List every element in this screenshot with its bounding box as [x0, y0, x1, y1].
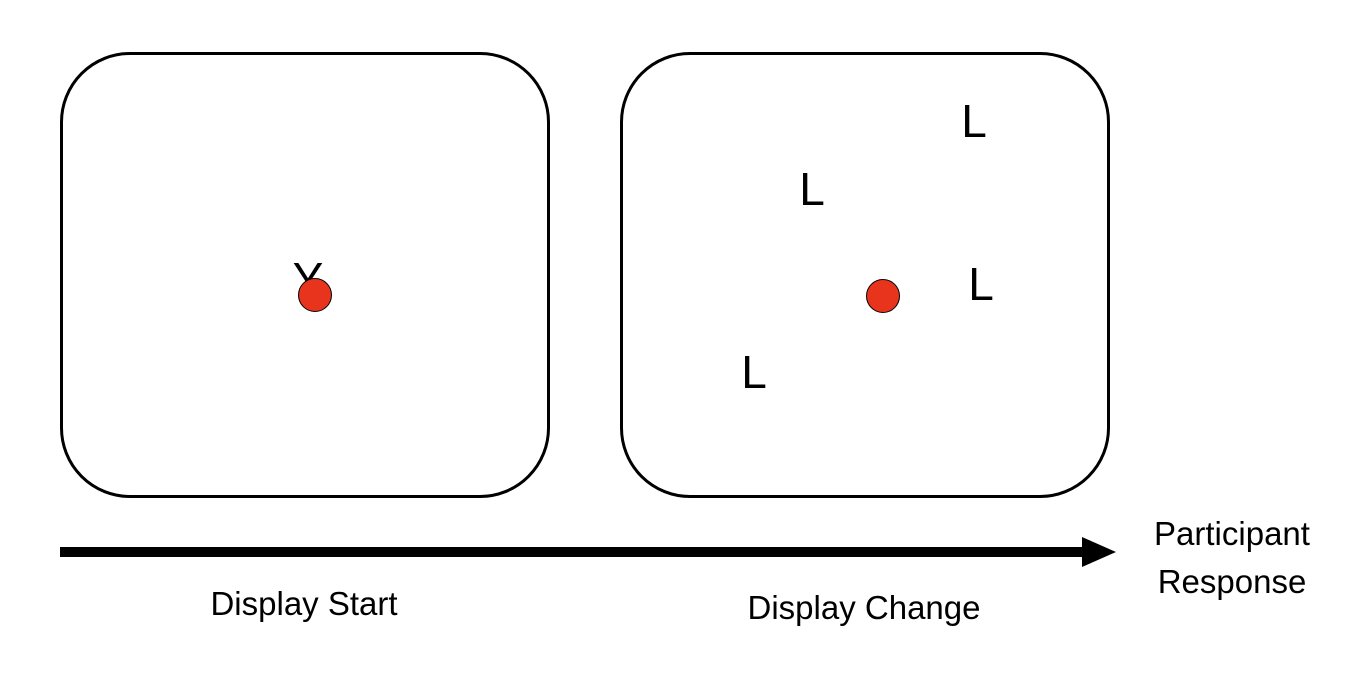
distractor-letter-l: L: [961, 95, 987, 147]
fixation-dot-start: [298, 278, 332, 312]
distractor-letter-l: L: [799, 163, 825, 215]
participant-response-line1: Participant: [1154, 515, 1310, 552]
display-change-panel: L L L L: [620, 52, 1110, 498]
participant-response-label: Participant Response: [1154, 510, 1310, 606]
display-start-label: Display Start: [210, 585, 398, 622]
participant-response-line2: Response: [1157, 563, 1307, 600]
time-arrow-head: [1082, 537, 1116, 567]
distractor-letter-l: L: [968, 258, 994, 310]
fixation-dot-change: [866, 279, 900, 313]
display-start-panel: Y: [60, 52, 550, 498]
time-arrow: [60, 537, 1116, 567]
display-change-label: Display Change: [747, 589, 981, 626]
distractor-letter-l: L: [741, 346, 767, 398]
